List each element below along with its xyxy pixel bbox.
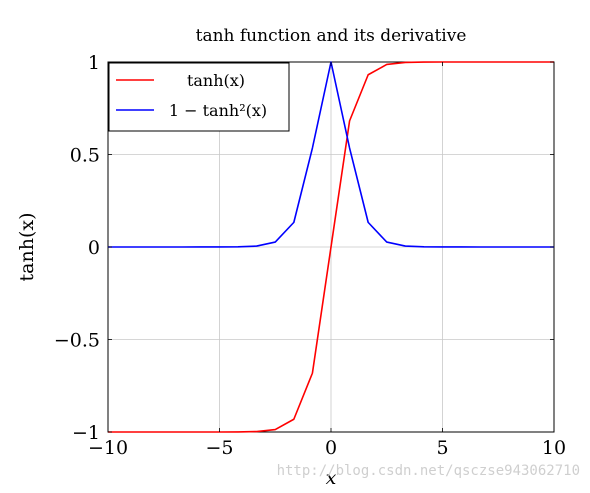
x-tick-label: 5 — [436, 437, 448, 459]
x-axis-label: x — [326, 467, 337, 489]
x-tick-label: −10 — [88, 437, 128, 459]
x-tick-label: −5 — [205, 437, 233, 459]
x-tick-label: 0 — [325, 437, 337, 459]
legend: tanh(x) 1 − tanh²(x) — [108, 62, 290, 132]
series-line-0 — [108, 61, 554, 433]
y-tick-label: −0.5 — [54, 330, 100, 352]
y-tick-label: −1 — [72, 422, 100, 444]
chart-title: tanh function and its derivative — [196, 26, 467, 46]
y-axis-label: tanh(x) — [16, 213, 38, 282]
legend-box — [108, 62, 290, 132]
y-tick-label: 0.5 — [70, 145, 100, 167]
y-tick-label: 0 — [88, 237, 100, 259]
tick-marks — [107, 61, 555, 433]
x-tick-label: 10 — [542, 437, 566, 459]
x-tick-labels: −10 −5 0 5 10 — [88, 437, 566, 459]
legend-label-derivative: 1 − tanh²(x) — [169, 101, 267, 120]
watermark: http://blog.csdn.net/qsczse943062710 — [277, 463, 580, 479]
legend-label-tanh: tanh(x) — [187, 71, 245, 90]
y-tick-label: 1 — [88, 52, 100, 74]
y-tick-labels: −1 −0.5 0 0.5 1 — [54, 52, 100, 444]
